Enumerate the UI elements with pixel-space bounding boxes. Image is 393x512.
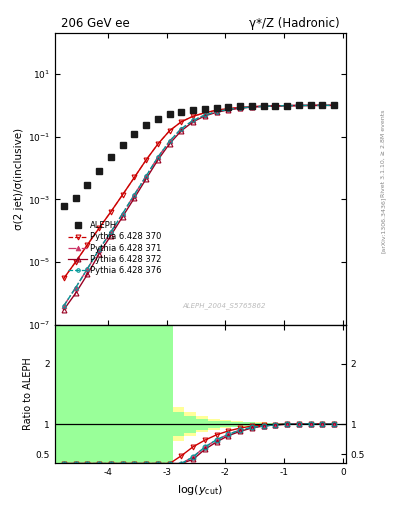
Legend: ALEPH, Pythia 6.428 370, Pythia 6.428 371, Pythia 6.428 372, Pythia 6.428 376: ALEPH, Pythia 6.428 370, Pythia 6.428 37… [65, 218, 165, 278]
Y-axis label: Ratio to ALEPH: Ratio to ALEPH [23, 357, 33, 431]
Text: Rivet 3.1.10, ≥ 2.8M events: Rivet 3.1.10, ≥ 2.8M events [381, 110, 386, 197]
Text: 206 GeV ee: 206 GeV ee [61, 17, 130, 30]
Text: γ*/Z (Hadronic): γ*/Z (Hadronic) [250, 17, 340, 30]
Text: ALEPH_2004_S5765862: ALEPH_2004_S5765862 [182, 302, 265, 309]
Text: [arXiv:1306.3436]: [arXiv:1306.3436] [381, 197, 386, 253]
X-axis label: $\log(y_{\rm cut})$: $\log(y_{\rm cut})$ [178, 483, 223, 497]
Y-axis label: σ(2 jet)/σ(inclusive): σ(2 jet)/σ(inclusive) [14, 128, 24, 230]
